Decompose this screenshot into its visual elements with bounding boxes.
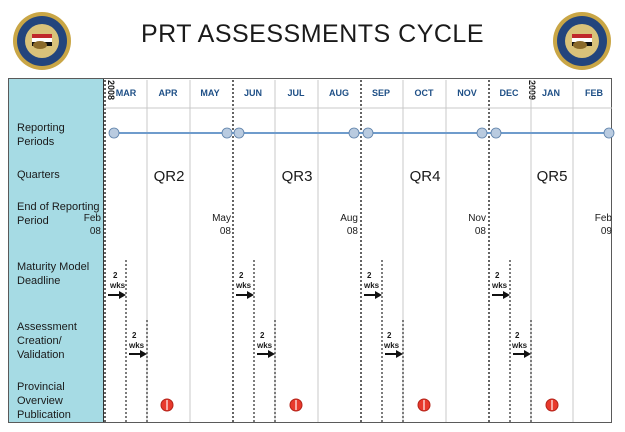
label-assessment-creation: Assessment Creation/ Validation: [17, 321, 77, 361]
maturity-deadline-arrows: [108, 291, 510, 299]
timeline-frame: [8, 78, 612, 423]
label-maturity-model-deadline: Maturity Model Deadline: [17, 261, 90, 287]
two-week-lines: [125, 260, 532, 422]
month-aug: AUG: [329, 88, 349, 98]
assessment-creation-arrows: [129, 350, 531, 358]
month-jun: JUN: [243, 88, 262, 98]
duration-label: 2 wks: [364, 271, 380, 290]
label-provincial-overview: Provincial Overview Publication: [17, 381, 71, 421]
label-reporting-periods: Reporting Periods: [17, 122, 65, 148]
quarter-boundaries: [104, 80, 490, 422]
month-sep: SEP: [371, 88, 390, 98]
duration-label: 2 wks: [110, 271, 126, 290]
quarter-qr3: QR3: [281, 168, 313, 185]
label-quarters: Quarters: [17, 169, 60, 181]
period-end-marker: [476, 127, 488, 139]
publication-marker-icon: [160, 398, 174, 412]
duration-label: 2 wks: [236, 271, 252, 290]
month-jan: JAN: [541, 88, 560, 98]
month-oct: OCT: [414, 88, 434, 98]
publication-marker-icon: [417, 398, 431, 412]
duration-label: 2 wks: [384, 331, 400, 350]
month-feb: FEB: [585, 88, 603, 98]
duration-label: 2 wks: [492, 271, 508, 290]
period-start-marker: [233, 127, 245, 139]
month-apr: APR: [158, 88, 178, 98]
end-date-feb-08: Feb 08: [83, 213, 101, 237]
page-title: PRT ASSESSMENTS CYCLE: [140, 20, 485, 48]
month-mar: MAR: [115, 88, 137, 98]
publication-marker-icon: [545, 398, 559, 412]
month-jul: JUL: [287, 88, 305, 98]
month-gridlines: [146, 80, 574, 422]
publication-markers: [160, 398, 559, 412]
duration-label: 2 wks: [512, 331, 528, 350]
quarter-qr2: QR2: [153, 168, 185, 185]
period-end-marker: [221, 127, 233, 139]
end-date-may-08: May 08: [212, 213, 231, 237]
quarter-qr4: QR4: [409, 168, 441, 185]
end-date-nov-08: Nov 08: [468, 213, 486, 237]
month-nov: NOV: [457, 88, 477, 98]
row-label-panel: [8, 78, 104, 423]
duration-label: 2 wks: [257, 331, 273, 350]
publication-marker-icon: [289, 398, 303, 412]
period-end-marker: [348, 127, 360, 139]
seal-left-icon: [13, 12, 71, 70]
month-dec: DEC: [499, 88, 519, 98]
end-date-feb-09: Feb 09: [594, 213, 612, 237]
reporting-period-markers: [108, 127, 615, 139]
end-date-aug-08: Aug 08: [340, 213, 358, 237]
period-start-marker: [490, 127, 502, 139]
period-end-marker: [603, 127, 615, 139]
seal-right-icon: [553, 12, 611, 70]
month-may: MAY: [200, 88, 220, 98]
label-end-of-reporting-period: End of Reporting Period: [17, 201, 100, 227]
period-start-marker: [108, 127, 120, 139]
duration-label: 2 wks: [129, 331, 145, 350]
quarter-qr5: QR5: [536, 168, 568, 185]
period-start-marker: [362, 127, 374, 139]
